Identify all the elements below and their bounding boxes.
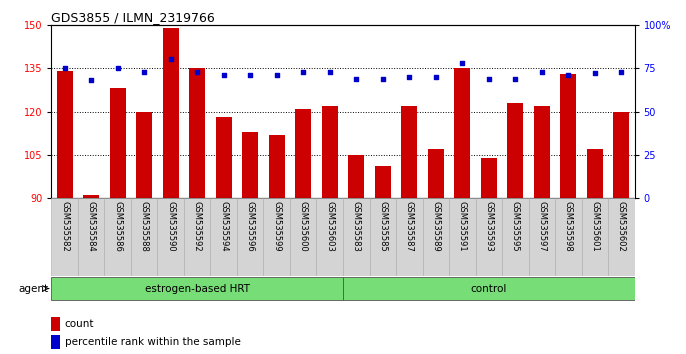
Point [245, 72, 256, 78]
Bar [528, 198, 555, 276]
Text: GSM535592: GSM535592 [193, 201, 202, 251]
Point [457, 60, 468, 66]
Bar [290, 198, 316, 276]
Bar [104, 198, 131, 276]
Text: GSM535603: GSM535603 [325, 201, 334, 251]
Text: GSM535590: GSM535590 [166, 201, 175, 251]
Point [430, 74, 441, 80]
Point [191, 69, 202, 74]
Point [165, 57, 176, 62]
Bar [163, 28, 178, 198]
Point [86, 78, 97, 83]
Text: GSM535600: GSM535600 [298, 201, 308, 251]
Text: GSM535601: GSM535601 [590, 201, 600, 251]
Point [113, 65, 123, 71]
Bar [454, 68, 470, 198]
Point [218, 72, 229, 78]
Point [510, 76, 521, 81]
Bar [51, 335, 60, 349]
Text: GSM535588: GSM535588 [140, 201, 149, 251]
Bar [423, 198, 449, 276]
Text: GSM535586: GSM535586 [113, 201, 122, 251]
Bar [110, 88, 126, 198]
Bar [51, 278, 343, 299]
Bar [587, 149, 603, 198]
Bar [449, 198, 475, 276]
Text: GSM535587: GSM535587 [405, 201, 414, 251]
Bar [343, 198, 370, 276]
Bar [237, 198, 263, 276]
Text: percentile rank within the sample: percentile rank within the sample [64, 337, 241, 347]
Bar [343, 278, 635, 299]
Bar [613, 112, 629, 198]
Point [324, 69, 335, 74]
Point [616, 69, 627, 74]
Bar [83, 195, 99, 198]
Text: GSM535602: GSM535602 [617, 201, 626, 251]
Bar [242, 132, 258, 198]
Text: GSM535594: GSM535594 [220, 201, 228, 251]
Point [351, 76, 362, 81]
Point [298, 69, 309, 74]
Point [536, 69, 547, 74]
Text: GDS3855 / ILMN_2319766: GDS3855 / ILMN_2319766 [51, 11, 215, 24]
Bar [481, 158, 497, 198]
Bar [475, 198, 502, 276]
Bar [216, 117, 232, 198]
Bar [51, 198, 78, 276]
Bar [370, 198, 396, 276]
Text: GSM535598: GSM535598 [564, 201, 573, 251]
Text: agent: agent [18, 284, 48, 293]
Text: GSM535593: GSM535593 [484, 201, 493, 251]
Bar [375, 166, 391, 198]
Text: GSM535596: GSM535596 [246, 201, 255, 251]
Bar [131, 198, 158, 276]
Bar [189, 68, 205, 198]
Bar [78, 198, 104, 276]
Text: GSM535582: GSM535582 [60, 201, 69, 251]
Bar [560, 74, 576, 198]
Point [59, 65, 70, 71]
Text: estrogen-based HRT: estrogen-based HRT [145, 284, 250, 293]
Bar [263, 198, 290, 276]
Point [271, 72, 282, 78]
Point [404, 74, 415, 80]
Bar [51, 317, 60, 331]
Bar [508, 103, 523, 198]
Bar [184, 198, 211, 276]
Text: GSM535595: GSM535595 [511, 201, 520, 251]
Bar [555, 198, 582, 276]
Bar [582, 198, 608, 276]
Bar [534, 106, 549, 198]
Bar [269, 135, 285, 198]
Text: GSM535589: GSM535589 [431, 201, 440, 251]
Text: GSM535591: GSM535591 [458, 201, 466, 251]
Bar [137, 112, 152, 198]
Point [563, 72, 573, 78]
Text: count: count [64, 319, 94, 329]
Bar [502, 198, 528, 276]
Text: GSM535583: GSM535583 [352, 201, 361, 251]
Text: GSM535585: GSM535585 [378, 201, 388, 251]
Bar [211, 198, 237, 276]
Bar [396, 198, 423, 276]
Bar [322, 106, 338, 198]
Bar [158, 198, 184, 276]
Text: GSM535599: GSM535599 [272, 201, 281, 251]
Text: control: control [471, 284, 507, 293]
Bar [401, 106, 417, 198]
Point [377, 76, 388, 81]
Point [139, 69, 150, 74]
Bar [608, 198, 635, 276]
Bar [295, 109, 311, 198]
Text: GSM535597: GSM535597 [537, 201, 546, 251]
Bar [428, 149, 444, 198]
Bar [348, 155, 364, 198]
Bar [316, 198, 343, 276]
Text: GSM535584: GSM535584 [86, 201, 96, 251]
Point [483, 76, 494, 81]
Point [589, 70, 600, 76]
Bar [57, 71, 73, 198]
